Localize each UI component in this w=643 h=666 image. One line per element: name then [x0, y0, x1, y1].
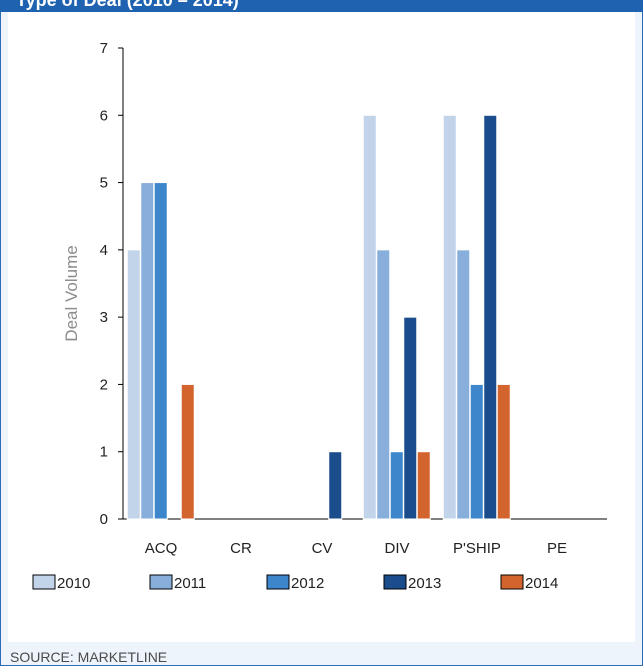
legend-label-2010: 2010: [57, 575, 90, 592]
y-tick-label: 3: [100, 309, 108, 326]
bar-pship-2012: [469, 383, 484, 520]
bar-div-2013: [403, 316, 418, 520]
bar-div-2010: [362, 114, 377, 520]
legend-label-2014: 2014: [525, 575, 558, 592]
y-tick-label: 1: [100, 444, 108, 461]
bar-acq-2011: [140, 182, 155, 520]
x-tick-label: CV: [312, 540, 333, 557]
legend-swatch-2011: [149, 574, 173, 590]
bar-div-2014: [416, 451, 431, 520]
y-tick-label: 7: [100, 40, 108, 57]
y-tick-label: 5: [100, 175, 108, 192]
bar-pship-2013: [483, 114, 498, 520]
bar-pship-2010: [442, 114, 457, 520]
legend-label-2012: 2012: [291, 575, 324, 592]
chart-header-title: Type of Deal (2010 – 2014): [16, 0, 239, 10]
bar-pship-2011: [456, 249, 471, 520]
y-tick-label: 6: [100, 107, 108, 124]
bar-acq-2012: [153, 182, 168, 520]
x-tick-label: PE: [547, 540, 567, 557]
x-tick-label: ACQ: [145, 540, 178, 557]
legend-label-2011: 2011: [174, 575, 206, 592]
bar-acq-2010: [126, 249, 141, 520]
legend-swatch-2010: [32, 574, 56, 590]
bar-pship-2014: [496, 383, 511, 520]
chart-header: Type of Deal (2010 – 2014): [0, 0, 643, 12]
y-tick-label: 2: [100, 376, 108, 393]
x-tick-label: P'SHIP: [453, 540, 501, 557]
legend-swatch-2012: [266, 574, 290, 590]
x-tick-label: CR: [230, 540, 252, 557]
x-tick-label: DIV: [384, 540, 409, 557]
source-note: SOURCE: MARKETLINE: [10, 649, 168, 665]
y-tick-label: 0: [100, 511, 108, 528]
legend-swatch-2014: [500, 574, 524, 590]
y-tick-label: 4: [100, 242, 108, 259]
bar-div-2012: [389, 451, 404, 520]
chart-panel: [8, 12, 635, 642]
bar-cv-2013: [328, 451, 343, 520]
legend-swatch-2013: [383, 574, 407, 590]
bar-acq-2014: [180, 383, 195, 520]
legend-label-2013: 2013: [408, 575, 441, 592]
y-axis-title: Deal Volume: [62, 245, 81, 341]
bar-div-2011: [376, 249, 391, 520]
